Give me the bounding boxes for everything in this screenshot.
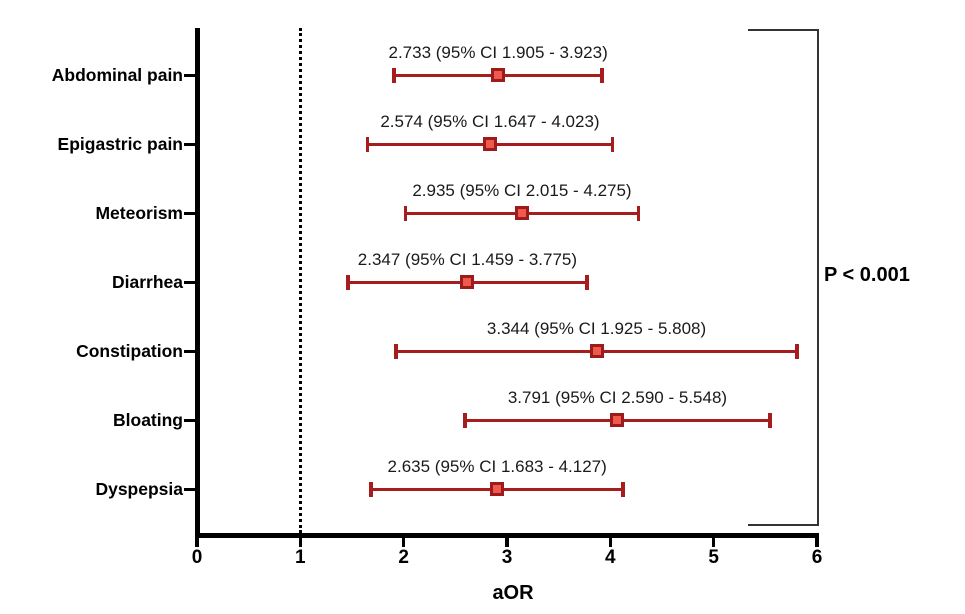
- aor-marker-diarrhea: [460, 275, 475, 289]
- aor-ci-annotation-constipation: 3.344 (95% CI 1.925 - 5.808): [486, 319, 707, 338]
- x-tick-label-3: 3: [501, 547, 513, 568]
- aor-ci-annotation-epigastric-pain: 2.574 (95% CI 1.647 - 4.023): [380, 112, 600, 131]
- reference-line-aor-1: [298, 28, 302, 533]
- x-tick-label-2: 2: [398, 547, 409, 568]
- ci-cap-low-dyspepsia: [369, 481, 373, 497]
- x-tick-label-1: 1: [295, 547, 306, 568]
- category-label-bloating: Bloating: [113, 410, 183, 430]
- p-value-bracket-vertical: [817, 29, 819, 526]
- x-axis-title: aOR: [492, 582, 534, 604]
- x-tick-label-4: 4: [605, 547, 616, 568]
- x-tick-label-0: 0: [191, 547, 203, 568]
- category-tick-meteorism: [184, 211, 197, 215]
- ci-cap-high-constipation: [795, 343, 799, 359]
- category-tick-bloating: [184, 418, 197, 422]
- p-value-bracket-top-arm: [748, 29, 819, 31]
- aor-marker-bloating: [610, 413, 625, 427]
- aor-marker-dyspepsia: [490, 482, 505, 496]
- aor-marker-meteorism: [514, 206, 529, 220]
- ci-cap-high-meteorism: [636, 205, 641, 221]
- x-tick-0: [195, 537, 199, 547]
- p-value-bracket-bottom-arm: [748, 524, 819, 526]
- ci-cap-low-bloating: [463, 412, 467, 428]
- category-label-dyspepsia: Dyspepsia: [95, 479, 183, 499]
- aor-ci-annotation-abdominal-pain: 2.733 (95% CI 1.905 - 3.923): [388, 43, 608, 62]
- x-tick-2: [401, 537, 406, 547]
- aor-ci-annotation-diarrhea: 2.347 (95% CI 1.459 - 3.775): [357, 250, 578, 269]
- aor-marker-constipation: [589, 344, 604, 358]
- ci-cap-high-diarrhea: [585, 274, 589, 290]
- category-tick-dyspepsia: [184, 487, 197, 491]
- category-label-epigastric-pain: Epigastric pain: [57, 134, 183, 154]
- aor-ci-annotation-meteorism: 2.935 (95% CI 2.015 - 4.275): [412, 181, 632, 200]
- category-tick-constipation: [184, 349, 197, 353]
- x-tick-label-6: 6: [811, 547, 823, 568]
- ci-cap-high-epigastric-pain: [610, 136, 615, 152]
- ci-cap-low-diarrhea: [346, 274, 350, 290]
- x-tick-5: [711, 537, 716, 547]
- x-tick-1: [298, 537, 303, 547]
- category-label-abdominal-pain: Abdominal pain: [51, 65, 183, 85]
- ci-cap-high-dyspepsia: [621, 481, 625, 497]
- category-tick-abdominal-pain: [184, 73, 197, 77]
- category-label-diarrhea: Diarrhea: [111, 272, 183, 292]
- x-tick-3: [505, 537, 509, 547]
- aor-ci-annotation-bloating: 3.791 (95% CI 2.590 - 5.548): [507, 388, 728, 407]
- y-axis-line: [195, 28, 200, 537]
- ci-cap-low-constipation: [394, 343, 398, 359]
- category-tick-diarrhea: [184, 280, 197, 284]
- category-tick-epigastric-pain: [184, 142, 197, 146]
- category-label-constipation: Constipation: [76, 341, 183, 361]
- aor-marker-abdominal-pain: [491, 68, 506, 82]
- ci-cap-high-abdominal-pain: [600, 67, 604, 83]
- ci-cap-low-epigastric-pain: [365, 136, 370, 152]
- aor-ci-annotation-dyspepsia: 2.635 (95% CI 1.683 - 4.127): [387, 457, 607, 476]
- x-tick-4: [608, 537, 613, 547]
- ci-cap-low-meteorism: [403, 205, 408, 221]
- x-axis-line: [195, 533, 819, 538]
- p-value-label: P < 0.001: [824, 264, 910, 286]
- ci-cap-high-bloating: [768, 412, 772, 428]
- x-tick-label-5: 5: [708, 547, 719, 568]
- x-tick-6: [815, 537, 819, 547]
- aor-marker-epigastric-pain: [482, 137, 497, 151]
- ci-cap-low-abdominal-pain: [392, 67, 396, 83]
- category-label-meteorism: Meteorism: [95, 203, 183, 223]
